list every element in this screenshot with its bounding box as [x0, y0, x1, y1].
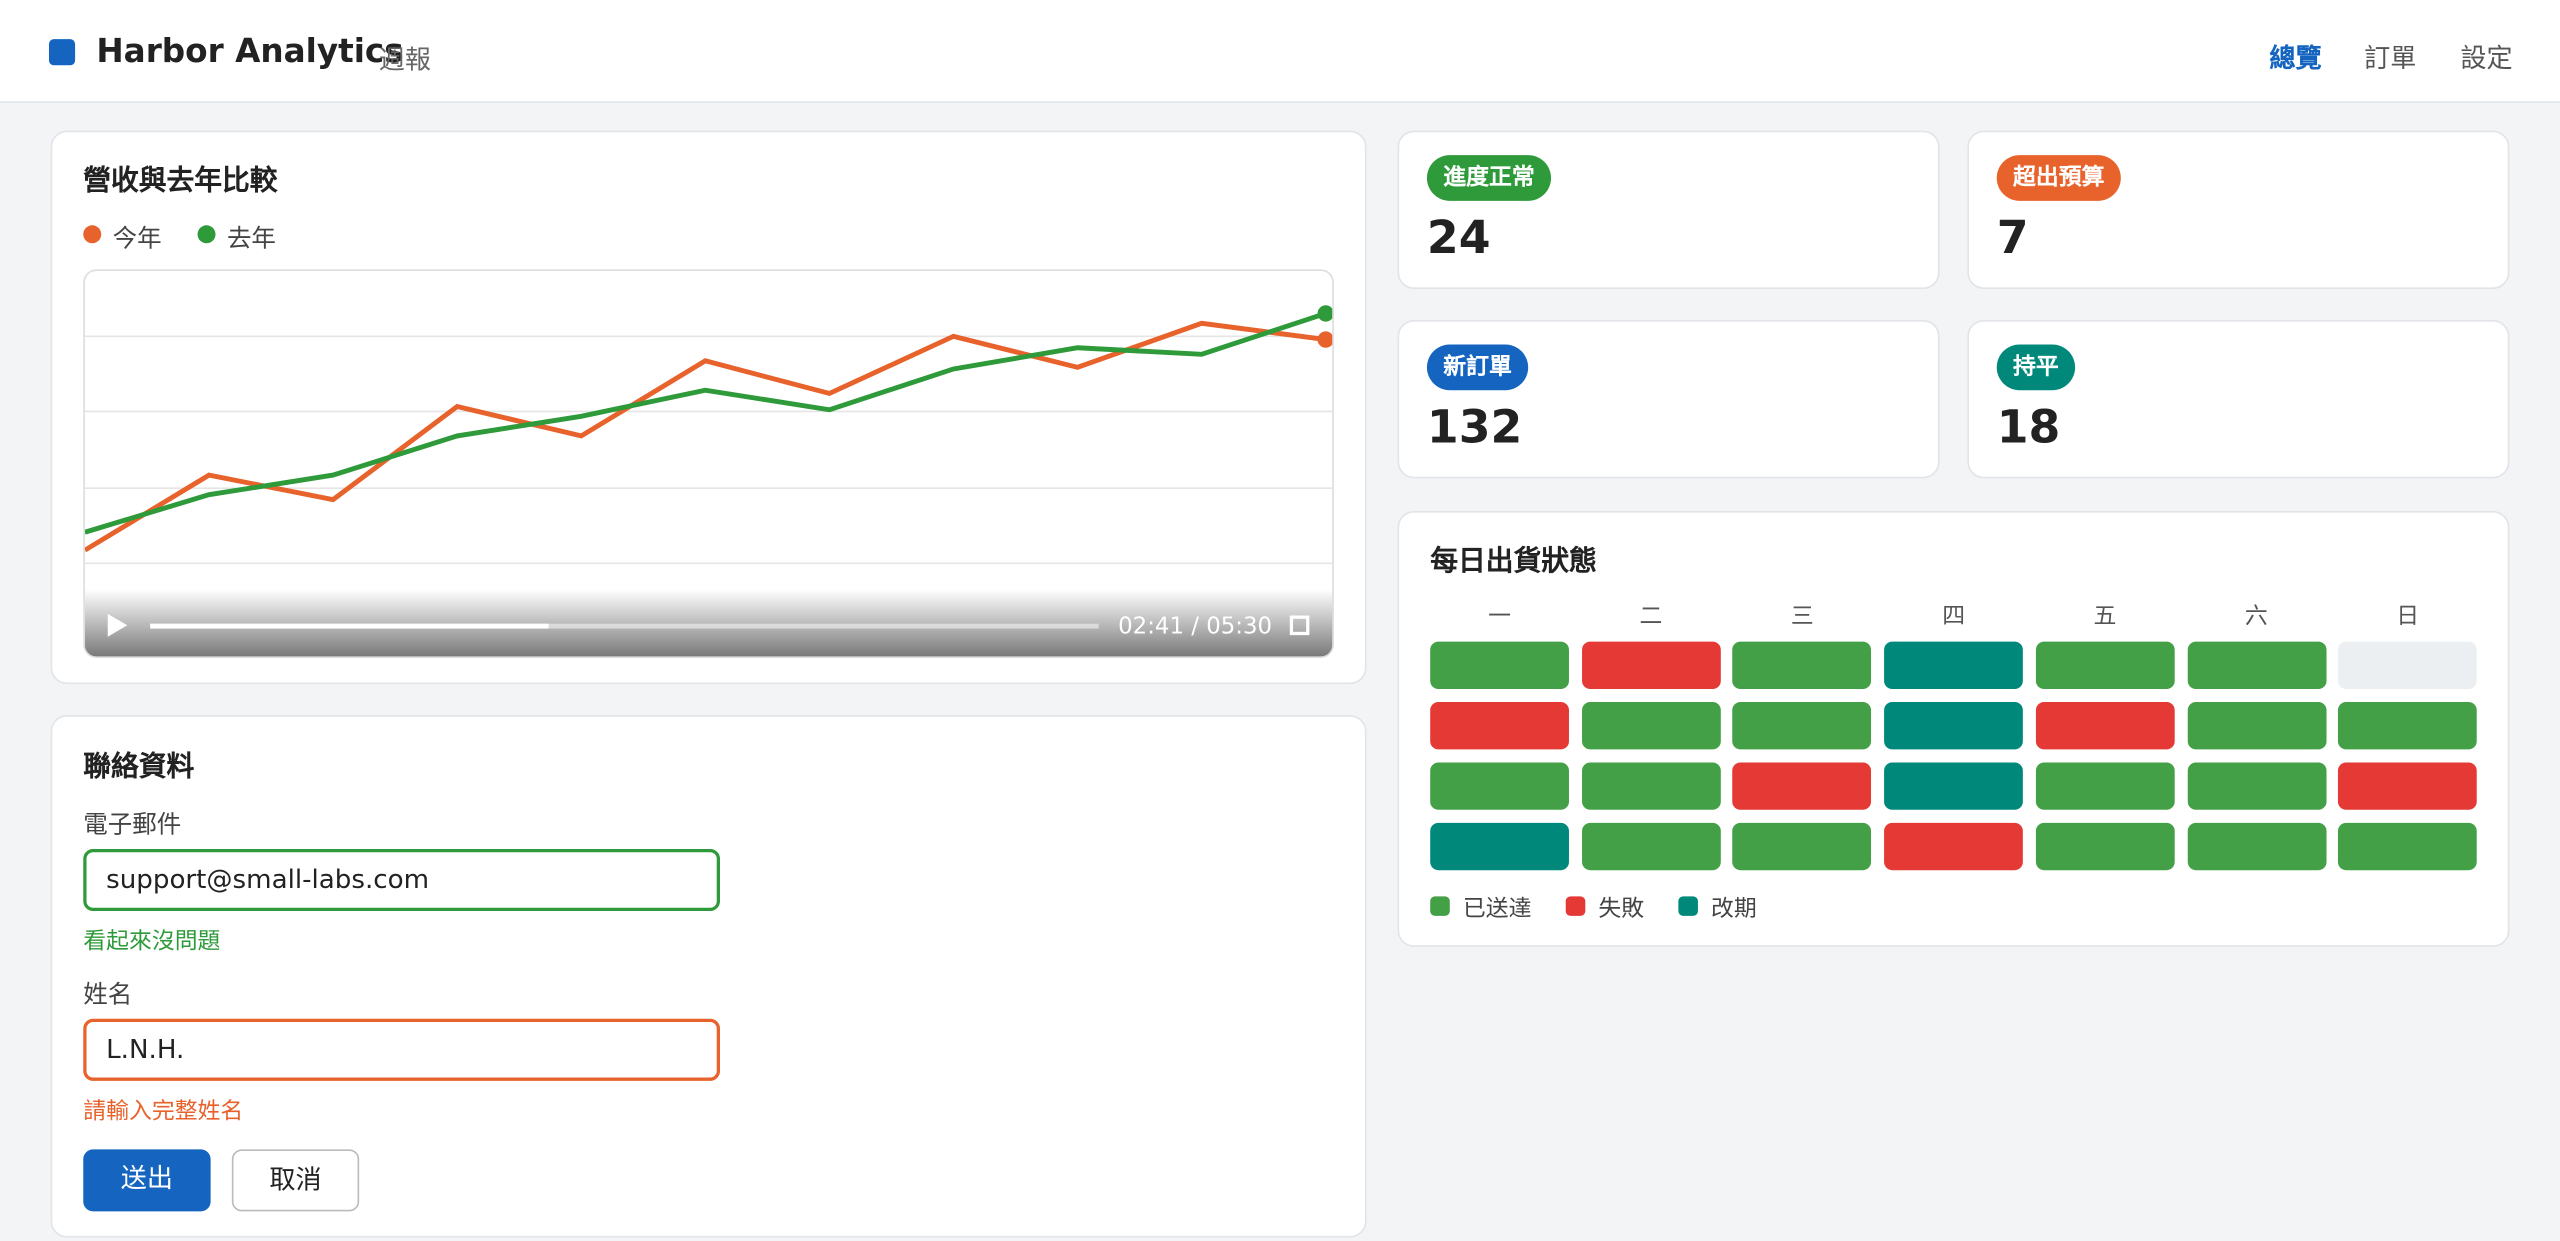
legend-label: 去年 [226, 223, 276, 254]
legend-swatch [1430, 896, 1450, 916]
status-cell [2035, 641, 2175, 689]
line-series [84, 311, 1327, 535]
status-cell [1581, 762, 1721, 810]
stat-card: 超出預算 7 [1967, 130, 2510, 289]
field-label: 姓名 [83, 979, 133, 1009]
video-player[interactable]: 02:41 / 05:30 [83, 269, 1334, 658]
legend-swatch [1565, 896, 1586, 916]
status-cell [2035, 822, 2175, 871]
legend-swatch [1678, 896, 1698, 916]
form-title: 聯絡資料 [83, 751, 195, 784]
day-label: 一 [1488, 604, 1512, 631]
status-cell [2338, 822, 2478, 871]
status-cell [1732, 702, 1872, 750]
chart-title: 營收與去年比較 [83, 164, 278, 198]
field-message: 請輸入完整姓名 [83, 1098, 244, 1125]
field-message: 看起來沒問題 [83, 928, 221, 956]
text-input[interactable]: L.N.H. [83, 1018, 720, 1081]
status-cell [2186, 822, 2326, 871]
badge: 進度正常 [1426, 155, 1552, 201]
end-point [1317, 305, 1333, 322]
stat-value: 18 [1996, 399, 2061, 454]
day-label: 五 [2093, 604, 2117, 631]
day-label: 二 [1639, 604, 1663, 631]
legend-dot [197, 225, 216, 244]
day-label: 四 [1942, 604, 1966, 631]
line-series [84, 320, 1327, 553]
legend-label: 已送達 [1462, 896, 1532, 923]
status-cell [2338, 702, 2478, 750]
fullscreen-button[interactable] [1289, 615, 1310, 636]
subtitle: 週報 [378, 44, 432, 76]
stat-value: 24 [1426, 210, 1491, 265]
status-cell [2186, 762, 2326, 810]
status-cell [1581, 702, 1721, 750]
status-cell [2186, 702, 2326, 750]
status-cell [1884, 762, 2024, 810]
time-label: 02:41 / 05:30 [1118, 613, 1272, 639]
status-cell [2338, 762, 2478, 810]
status-cell [1884, 641, 2024, 689]
controls-bar [84, 589, 1333, 657]
header: Harbor Analytics 週報 [0, 0, 2560, 103]
status-cell [2035, 762, 2175, 810]
status-cell [1884, 822, 2024, 871]
status-cell [1430, 641, 1569, 689]
status-cell [2035, 702, 2175, 750]
stat-card: 新訂單 132 [1397, 319, 1940, 479]
badge: 持平 [1996, 344, 2076, 391]
badge: 新訂單 [1426, 344, 1529, 391]
shipping-title: 每日出貨狀態 [1430, 545, 1597, 578]
end-point [1317, 331, 1333, 348]
status-cell [1732, 762, 1872, 810]
legend-label: 今年 [112, 223, 162, 254]
status-cell [1884, 702, 2024, 750]
day-label: 六 [2244, 604, 2268, 631]
text-input[interactable]: support@small-labs.com [83, 848, 720, 912]
cancel-button[interactable]: 取消 [231, 1149, 360, 1212]
status-cell [1430, 702, 1569, 750]
progress-track [150, 623, 1099, 629]
play-button[interactable] [107, 613, 128, 637]
chart: 02:41 / 05:30 [84, 305, 1333, 657]
day-label: 日 [2396, 604, 2420, 631]
stat-value: 7 [1996, 210, 2029, 265]
legend-label: 失敗 [1598, 896, 1645, 923]
stat-value: 132 [1426, 399, 1523, 454]
status-cell [1581, 822, 1721, 871]
legend-dot [83, 225, 102, 244]
nav-link[interactable]: 總覽 [2269, 42, 2322, 74]
stat-card: 進度正常 24 [1397, 130, 1940, 289]
status-cell [2186, 641, 2326, 689]
nav-link[interactable]: 訂單 [2364, 42, 2417, 74]
nav-link[interactable]: 設定 [2460, 42, 2513, 74]
app-title: Harbor Analytics [96, 31, 404, 71]
legend-label: 改期 [1711, 896, 1757, 923]
badge: 超出預算 [1996, 155, 2121, 201]
status-cell [1581, 641, 1721, 689]
stat-card: 持平 18 [1967, 319, 2510, 479]
status-cell [1430, 762, 1569, 810]
submit-button[interactable]: 送出 [83, 1149, 211, 1212]
day-label: 三 [1790, 604, 1814, 631]
field-label: 電子郵件 [83, 809, 182, 840]
status-cell [2338, 641, 2478, 689]
status-cell [1732, 822, 1872, 871]
status-cell [1430, 822, 1569, 871]
status-cell [1732, 641, 1872, 689]
progress-fill [150, 623, 549, 629]
logo [48, 39, 76, 66]
